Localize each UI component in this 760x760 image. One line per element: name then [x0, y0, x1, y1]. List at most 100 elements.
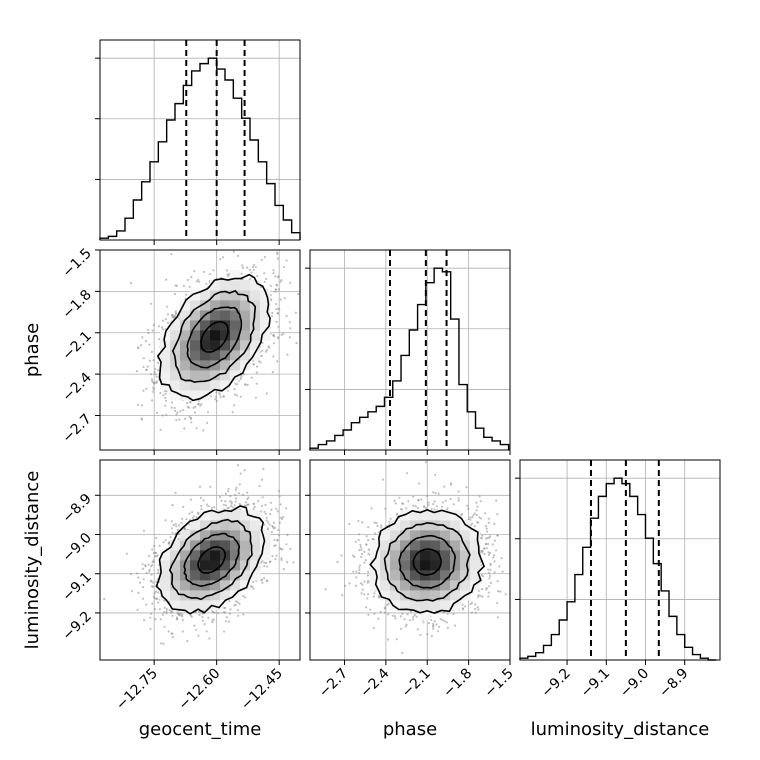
- scatter-point: [235, 394, 238, 397]
- scatter-point: [477, 608, 480, 611]
- scatter-point: [496, 513, 499, 516]
- scatter-point: [280, 558, 283, 562]
- scatter-point: [487, 551, 490, 554]
- x-tick-label: −12.60: [176, 666, 224, 714]
- scatter-point: [178, 524, 181, 527]
- density-cell: [410, 540, 421, 551]
- density-cell: [190, 330, 201, 341]
- x-tick-label: −2.1: [399, 666, 434, 701]
- scatter-point: [273, 538, 276, 542]
- density-cell: [190, 390, 201, 401]
- density-cell: [240, 550, 251, 561]
- density-cell: [230, 320, 241, 331]
- contour-level-0: [200, 320, 229, 353]
- scatter-point: [432, 491, 435, 494]
- scatter-point: [212, 618, 215, 621]
- scatter-point: [369, 608, 372, 611]
- scatter-point: [367, 579, 370, 583]
- scatter-point: [493, 560, 496, 563]
- scatter-point: [493, 571, 496, 574]
- scatter-point: [446, 507, 449, 510]
- scatter-point: [190, 421, 193, 424]
- density-cell: [440, 570, 451, 581]
- density-cell: [420, 610, 431, 621]
- scatter-point: [141, 336, 144, 339]
- scatter-point: [250, 376, 253, 379]
- scatter-point: [207, 505, 210, 508]
- scatter-point: [260, 578, 264, 581]
- scatter-point: [487, 517, 490, 520]
- scatter-point: [344, 584, 347, 588]
- scatter-point: [399, 627, 402, 630]
- scatter-point: [254, 396, 257, 399]
- scatter-point: [425, 507, 428, 510]
- scatter-point: [237, 492, 241, 495]
- scatter-point: [357, 539, 360, 542]
- density-cell: [240, 540, 251, 551]
- scatter-point: [191, 510, 194, 514]
- scatter-point: [252, 263, 256, 266]
- scatter-point: [234, 493, 237, 496]
- density-cell: [240, 570, 251, 581]
- density-cell: [180, 310, 191, 321]
- density-cell: [200, 290, 211, 301]
- scatter-point: [285, 507, 288, 510]
- density-cell: [180, 540, 191, 551]
- density-cell: [160, 560, 171, 571]
- density-cell: [250, 320, 261, 331]
- scatter-point: [198, 485, 202, 488]
- scatter-point: [165, 610, 168, 613]
- density-cell: [390, 580, 401, 591]
- scatter-point: [171, 313, 174, 316]
- scatter-point: [136, 403, 139, 406]
- scatter-point: [209, 273, 212, 276]
- density-cell: [170, 600, 181, 611]
- scatter-point: [252, 268, 255, 272]
- scatter-point: [277, 336, 280, 339]
- density-cell: [200, 340, 211, 351]
- scatter-point: [240, 272, 243, 275]
- density-cell: [220, 520, 231, 531]
- density-cell: [450, 540, 461, 551]
- density-cell: [230, 310, 241, 321]
- scatter-point: [496, 580, 499, 583]
- scatter-point: [236, 464, 239, 467]
- density-cell: [240, 310, 251, 321]
- scatter-point: [272, 269, 275, 272]
- scatter-point: [271, 524, 274, 528]
- density-cell: [440, 510, 451, 521]
- scatter-point: [233, 388, 236, 391]
- density-cell: [250, 300, 261, 311]
- scatter-point: [254, 265, 257, 268]
- scatter-point: [340, 554, 343, 557]
- scatter-point: [281, 518, 284, 521]
- scatter-point: [141, 567, 144, 571]
- density-cell: [260, 310, 271, 321]
- scatter-point: [365, 535, 368, 538]
- scatter-point: [427, 501, 430, 504]
- scatter-point: [289, 281, 292, 284]
- density-cell: [200, 370, 211, 381]
- density-cell: [470, 580, 481, 591]
- density-cell: [240, 280, 251, 291]
- scatter-point: [312, 308, 314, 310]
- density-cell: [170, 540, 181, 551]
- scatter-point: [363, 580, 366, 583]
- density-cell: [440, 590, 451, 601]
- scatter-point: [281, 516, 285, 519]
- scatter-point: [487, 571, 491, 575]
- scatter-point: [174, 310, 177, 313]
- scatter-point: [488, 536, 491, 539]
- y-tick-label: −2.4: [59, 370, 94, 405]
- scatter-point: [161, 319, 165, 322]
- x-tick-label: −8.9: [656, 666, 691, 701]
- density-cell: [240, 330, 251, 341]
- scatter-point: [213, 611, 216, 614]
- density-cell: [200, 540, 211, 551]
- density-cells: [160, 270, 271, 401]
- scatter-point: [215, 391, 218, 394]
- scatter-point: [247, 503, 250, 506]
- density-cell: [410, 600, 421, 611]
- scatter-point: [188, 285, 191, 288]
- scatter-point: [417, 499, 420, 502]
